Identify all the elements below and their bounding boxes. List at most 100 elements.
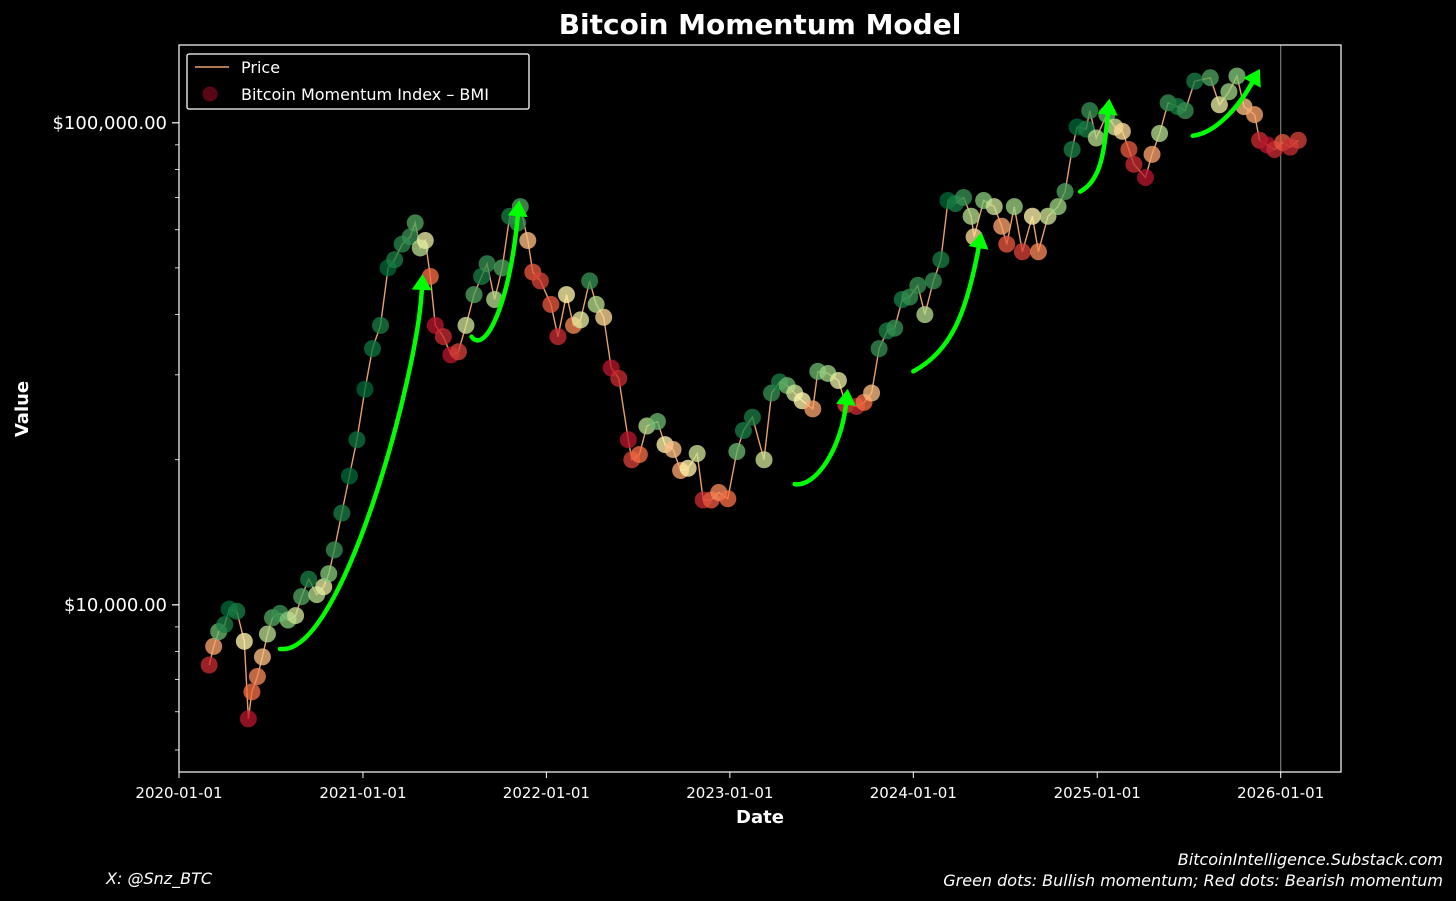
bmi-point [595, 308, 613, 326]
bmi-point [258, 625, 276, 643]
bmi-point [293, 588, 311, 606]
x-tick-label: 2021-01-01 [319, 784, 406, 802]
bmi-point [962, 207, 980, 225]
legend-bmi-label: Bitcoin Momentum Index – BMI [241, 85, 489, 104]
y-tick-label: $10,000.00 [64, 595, 167, 616]
legend-price-label: Price [241, 58, 280, 77]
bmi-point [228, 602, 246, 620]
bmi-point [216, 616, 234, 634]
bmi-point [493, 259, 511, 277]
bmi-point [1023, 207, 1041, 225]
bmi-point [1136, 169, 1154, 187]
bmi-point [1289, 131, 1307, 149]
bmi-point [587, 295, 605, 313]
bmi-point [205, 637, 223, 655]
bmi-point [728, 443, 746, 461]
momentum-arrow [277, 287, 425, 652]
bmi-point [755, 451, 773, 469]
bmi-point [688, 445, 706, 463]
bmi-point [1120, 141, 1138, 159]
bmi-point [478, 255, 496, 273]
bmi-point [610, 369, 628, 387]
bmi-point [1220, 83, 1238, 101]
bmi-point [406, 214, 424, 232]
bmi-point [449, 343, 467, 361]
bmi-point [542, 295, 560, 313]
bmi-point [679, 459, 697, 477]
momentum-arrow-head [507, 200, 528, 218]
legend: Price Bitcoin Momentum Index – BMI [186, 53, 530, 110]
plot-frame [178, 44, 1342, 773]
color-legend-note: Green dots: Bullish momentum; Red dots: … [943, 871, 1443, 890]
x-tick-label: 2023-01-01 [686, 784, 773, 802]
bmi-point [315, 578, 333, 596]
legend-box [186, 53, 530, 110]
bmi-point [1186, 72, 1204, 90]
bmi-point [619, 431, 637, 449]
bmi-point [1151, 125, 1169, 143]
bmi-point [248, 668, 266, 686]
x-tick-label: 2020-01-01 [135, 784, 222, 802]
momentum-arrow [792, 402, 849, 487]
bmi-point [1125, 155, 1143, 173]
bmi-point [630, 446, 648, 464]
bmi-point [457, 316, 475, 334]
x-tick-label: 2022-01-01 [503, 784, 590, 802]
bmi-point [531, 272, 549, 290]
bmi-point [1063, 141, 1081, 159]
bmi-point [719, 490, 737, 508]
bmi-point [870, 340, 888, 358]
bmi-point [804, 400, 822, 418]
momentum-arrow-head [1243, 68, 1261, 88]
bmi-point [916, 306, 934, 324]
bmi-point [401, 228, 419, 246]
bmi-point [1246, 106, 1264, 124]
bmi-point [300, 570, 318, 588]
bmi-point [1005, 198, 1023, 216]
bmi-point [363, 340, 381, 358]
bmi-point [829, 371, 847, 389]
bmi-point [998, 235, 1016, 253]
bmi-point [863, 384, 881, 402]
momentum-arrow-head [1097, 98, 1118, 116]
bmi-point [558, 286, 576, 304]
x-tick-label: 2025-01-01 [1054, 784, 1141, 802]
bmi-point [372, 316, 390, 334]
bmi-point [348, 431, 366, 449]
bmi-point [486, 290, 504, 308]
bmi-point [924, 272, 942, 290]
legend-bmi-swatch [202, 86, 218, 102]
bmi-point [1087, 129, 1105, 147]
momentum-arrow [469, 213, 520, 343]
bmi-point [386, 251, 404, 269]
plot-area [200, 45, 1307, 772]
bmi-point [1029, 243, 1047, 261]
bmi-point [932, 251, 950, 269]
bmi-point [581, 272, 599, 290]
momentum-arrow [1190, 80, 1255, 138]
bmi-point [909, 276, 927, 294]
bmi-point [519, 231, 537, 249]
bmi-point [572, 311, 590, 329]
bmi-point [200, 656, 218, 674]
momentum-arrow [911, 245, 981, 374]
bmi-point [235, 632, 253, 650]
bmi-point [325, 541, 343, 559]
bmi-point [416, 231, 434, 249]
momentum-arrow-head [836, 388, 856, 406]
bmi-point [239, 710, 257, 728]
bmi-point [287, 607, 305, 625]
bmi-point [1013, 243, 1031, 261]
bmi-point [1210, 96, 1228, 114]
bmi-point [1228, 67, 1246, 85]
chart-title: Bitcoin Momentum Model [559, 8, 962, 41]
y-axis-label: Value [12, 381, 33, 437]
bmi-point [1056, 183, 1074, 201]
bmi-point [465, 286, 483, 304]
momentum-arrow-head [411, 273, 432, 291]
bmi-point [549, 328, 567, 346]
bmi-point [1049, 198, 1067, 216]
bmi-point [473, 267, 491, 285]
bmi-point [320, 565, 338, 583]
